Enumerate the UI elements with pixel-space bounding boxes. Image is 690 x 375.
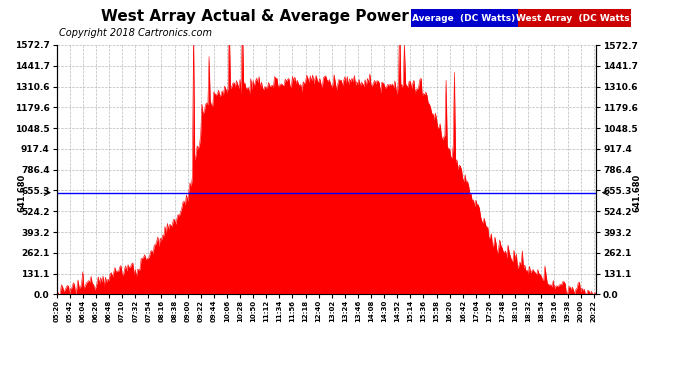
Text: West Array Actual & Average Power Mon Jul 9 20:31: West Array Actual & Average Power Mon Ju… (101, 9, 547, 24)
Text: West Array  (DC Watts): West Array (DC Watts) (515, 14, 633, 23)
Text: Average  (DC Watts): Average (DC Watts) (413, 14, 515, 23)
Text: 641.680: 641.680 (632, 174, 641, 212)
Text: Copyright 2018 Cartronics.com: Copyright 2018 Cartronics.com (59, 28, 212, 38)
Text: 641.680: 641.680 (17, 174, 26, 212)
